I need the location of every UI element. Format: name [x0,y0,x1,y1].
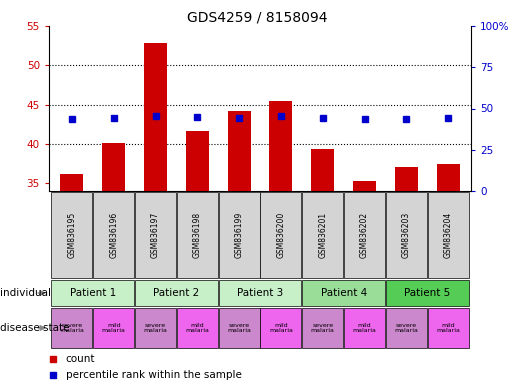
Text: severe
malaria: severe malaria [311,323,335,333]
Bar [353,181,376,191]
Text: individual: individual [0,288,51,298]
Text: percentile rank within the sample: percentile rank within the sample [66,370,242,380]
Bar [52,308,92,348]
Text: GSM836195: GSM836195 [67,212,76,258]
Bar [428,192,469,278]
Bar [135,308,176,348]
Text: GSM836199: GSM836199 [235,212,244,258]
Text: mild
malaria: mild malaria [436,323,460,333]
Text: Patient 4: Patient 4 [320,288,367,298]
Bar [60,174,83,191]
Bar [261,308,301,348]
Bar [52,280,134,306]
Text: GSM836197: GSM836197 [151,212,160,258]
Bar [437,164,460,191]
Text: GSM836198: GSM836198 [193,212,202,258]
Text: Patient 2: Patient 2 [153,288,200,298]
Bar [386,308,427,348]
Text: GSM836196: GSM836196 [109,212,118,258]
Text: GSM836201: GSM836201 [318,212,328,258]
Bar [311,149,334,191]
Bar [219,192,260,278]
Bar [177,308,218,348]
Bar [219,280,301,306]
Bar [93,308,134,348]
Text: mild
malaria: mild malaria [269,323,293,333]
Bar [269,101,293,191]
Bar [135,192,176,278]
Text: severe
malaria: severe malaria [227,323,251,333]
Bar [93,192,134,278]
Text: GSM836202: GSM836202 [360,212,369,258]
Bar [228,111,251,191]
Bar [102,143,125,191]
Text: disease state: disease state [0,323,70,333]
Text: mild
malaria: mild malaria [185,323,209,333]
Bar [219,308,260,348]
Text: mild
malaria: mild malaria [102,323,126,333]
Bar [302,308,344,348]
Bar [52,192,92,278]
Text: severe
malaria: severe malaria [60,323,84,333]
Text: GDS4259 / 8158094: GDS4259 / 8158094 [187,10,328,24]
Text: Patient 5: Patient 5 [404,288,451,298]
Text: severe
malaria: severe malaria [394,323,418,333]
Bar [428,308,469,348]
Bar [177,192,218,278]
Text: GSM836200: GSM836200 [277,212,285,258]
Text: mild
malaria: mild malaria [353,323,376,333]
Bar [344,308,385,348]
Bar [395,167,418,191]
Bar [302,280,385,306]
Bar [186,131,209,191]
Bar [344,192,385,278]
Bar [261,192,301,278]
Text: GSM836203: GSM836203 [402,212,411,258]
Bar [386,280,469,306]
Text: count: count [66,354,95,364]
Bar [144,43,167,191]
Text: Patient 1: Patient 1 [70,288,116,298]
Bar [302,192,344,278]
Text: severe
malaria: severe malaria [144,323,167,333]
Bar [135,280,218,306]
Bar [386,192,427,278]
Text: GSM836204: GSM836204 [444,212,453,258]
Text: Patient 3: Patient 3 [237,288,283,298]
